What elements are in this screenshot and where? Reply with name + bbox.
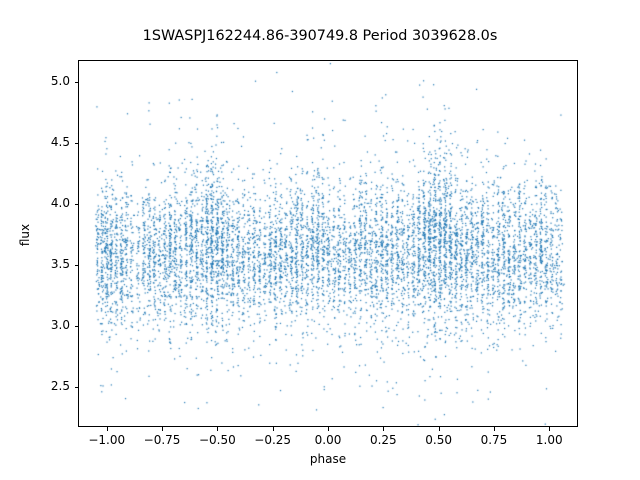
scatter-plot-canvas <box>79 61 577 426</box>
x-tick-mark <box>217 427 219 431</box>
y-tick-mark <box>74 203 78 205</box>
x-tick-mark <box>328 427 329 431</box>
x-tick-label: 0.00 <box>314 433 342 447</box>
x-tick-mark <box>383 427 385 431</box>
y-tick-label: 3.5 <box>50 256 70 271</box>
y-axis-label: flux <box>18 223 32 247</box>
x-tick-label: −0.50 <box>198 433 236 447</box>
y-tick-mark <box>74 81 78 83</box>
x-tick-label: −0.25 <box>254 433 292 447</box>
y-tick-label: 3.0 <box>50 317 70 332</box>
x-tick-mark <box>493 427 495 431</box>
x-tick-mark <box>438 427 440 431</box>
y-tick-label: 2.5 <box>50 378 70 393</box>
y-tick-mark <box>74 386 78 388</box>
plot-axes-area <box>78 60 578 427</box>
x-tick-label: 0.50 <box>425 433 452 447</box>
y-tick-mark <box>74 325 78 327</box>
chart-title: 1SWASPJ162244.86-390749.8 Period 3039628… <box>142 28 498 44</box>
x-axis-label: phase <box>309 452 347 466</box>
y-tick-mark <box>74 142 78 144</box>
y-tick-label: 5.0 <box>50 73 70 88</box>
x-tick-mark <box>162 427 164 431</box>
x-tick-label: −1.00 <box>88 433 126 447</box>
x-tick-mark <box>272 427 274 431</box>
x-tick-mark <box>549 427 551 431</box>
x-tick-label: 1.00 <box>535 433 563 447</box>
y-tick-label: 4.0 <box>50 195 70 210</box>
x-tick-label: −0.75 <box>143 433 181 447</box>
y-tick-label: 4.5 <box>50 134 70 149</box>
x-tick-mark <box>106 427 108 431</box>
x-tick-label: 0.25 <box>369 433 397 447</box>
y-tick-mark <box>74 264 78 266</box>
x-tick-label: 0.75 <box>480 433 508 447</box>
